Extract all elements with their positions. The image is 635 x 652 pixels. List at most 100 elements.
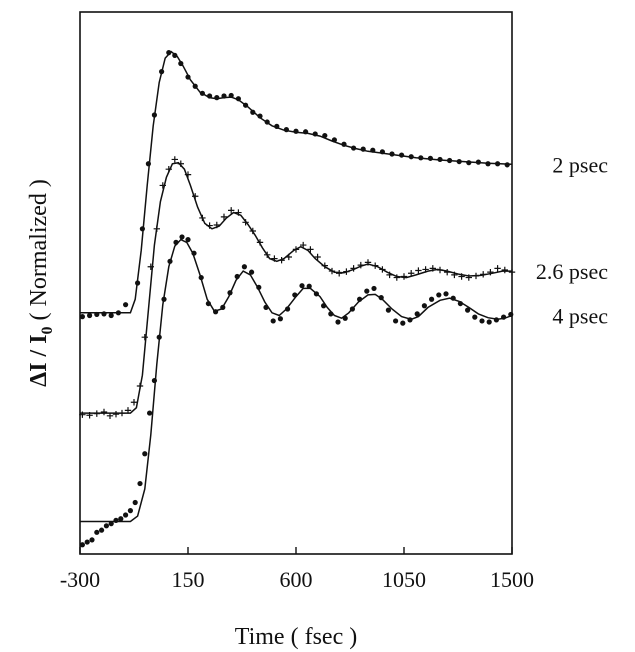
plus-point [171, 156, 178, 163]
data-point [198, 274, 204, 281]
data-point [156, 334, 162, 340]
data-point [306, 283, 312, 289]
plus-point [458, 273, 465, 280]
y-axis-label-suffix: ( Normalized ) [26, 179, 52, 326]
plus-point [328, 267, 336, 275]
data-point [79, 542, 85, 548]
data-point [399, 152, 405, 158]
plus-point [278, 257, 285, 264]
plus-point [192, 193, 199, 200]
data-point [299, 283, 305, 289]
data-point [379, 149, 385, 155]
y-axis-label-subscript: 0 [39, 326, 56, 334]
data-point [393, 318, 399, 324]
data-point [450, 295, 456, 301]
plus-point [256, 239, 264, 246]
plus-point [79, 411, 86, 418]
plus-point [147, 263, 154, 270]
data-point [418, 155, 424, 161]
data-point [501, 314, 507, 320]
plus-point [285, 253, 292, 261]
data-point [493, 317, 499, 323]
plus-point [364, 259, 372, 266]
data-point [123, 512, 129, 518]
data-point [127, 508, 133, 514]
label-layer: 2 psec 2.6 psec 4 psec [536, 152, 608, 328]
data-point [322, 132, 328, 139]
data-point [132, 499, 138, 506]
data-point [113, 517, 119, 523]
data-point [479, 318, 485, 324]
plus-point [124, 407, 132, 414]
data-point [166, 50, 172, 56]
series-1 [79, 50, 513, 320]
data-point [179, 234, 185, 240]
data-point [437, 156, 443, 163]
series-label: 2.6 psec [536, 259, 608, 284]
data-point [331, 137, 337, 143]
data-point [94, 311, 100, 318]
data-point [145, 161, 151, 167]
plus-point [136, 382, 144, 390]
data-point [151, 112, 157, 118]
plus-point [444, 268, 451, 276]
plus-point [165, 165, 172, 173]
data-point [220, 304, 226, 310]
plus-point [436, 266, 444, 274]
data-point [207, 93, 213, 99]
plus-point [153, 225, 160, 232]
data-point [142, 451, 148, 457]
data-point [466, 160, 472, 166]
plus-point [112, 410, 120, 418]
data-point [137, 480, 143, 487]
x-tick-label: 600 [280, 567, 313, 592]
plus-point [343, 268, 350, 275]
fit-line [80, 238, 513, 523]
data-point [234, 273, 240, 280]
data-point [87, 312, 93, 319]
plus-point [159, 182, 166, 189]
data-point [250, 109, 256, 115]
data-point [139, 226, 145, 232]
data-point [293, 128, 299, 134]
data-point [270, 318, 276, 324]
series-label: 2 psec [552, 152, 608, 177]
data-point [159, 69, 165, 75]
data-point [89, 537, 95, 543]
plus-point [386, 271, 393, 279]
data-point [335, 319, 341, 325]
data-point [191, 250, 197, 256]
plus-point [314, 253, 321, 261]
plus-point [242, 219, 249, 226]
data-point [351, 145, 357, 151]
plus-point [199, 214, 206, 222]
y-axis-label-main: ΔI / I [26, 334, 52, 386]
plus-point [93, 410, 100, 417]
data-point [185, 237, 191, 243]
plus-point [408, 270, 415, 277]
series-3 [79, 234, 514, 548]
plus-point [249, 227, 256, 235]
data-point [378, 295, 384, 301]
plus-point [228, 207, 235, 214]
plus-point [465, 274, 472, 281]
data-point [313, 291, 319, 297]
data-point [342, 315, 348, 321]
data-point [185, 74, 191, 80]
data-point [427, 155, 433, 161]
data-point [389, 151, 395, 157]
data-point [341, 141, 347, 147]
data-point [285, 306, 291, 312]
fit-line [80, 161, 512, 414]
data-point [400, 320, 406, 326]
plus-point [106, 412, 114, 419]
data-point [436, 292, 442, 298]
data-point [371, 285, 377, 292]
plus-point [372, 262, 379, 269]
plus-point [206, 222, 213, 229]
data-point [256, 284, 262, 290]
data-point [277, 316, 283, 322]
plus-point [422, 266, 429, 273]
data-point [465, 307, 471, 313]
